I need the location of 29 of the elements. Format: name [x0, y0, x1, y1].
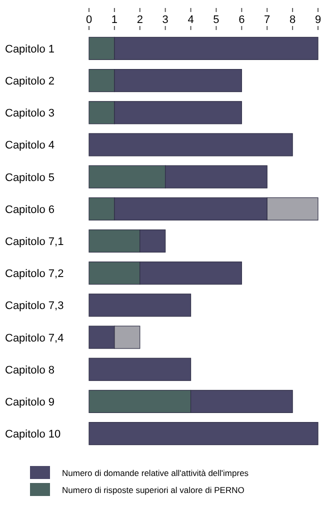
- y-tick-label: Capitolo 7,4: [5, 332, 64, 344]
- y-tick-label: Capitolo 7,2: [5, 268, 64, 280]
- y-tick-label: Capitolo 5: [5, 172, 55, 184]
- x-tick-label: 5: [213, 14, 220, 26]
- y-tick-label: Capitolo 3: [5, 108, 55, 120]
- y-tick-label: Capitolo 9: [5, 396, 55, 408]
- x-tick-label: 1: [111, 14, 118, 26]
- legend-label: Numero di domande relative all'attività dell'impres: [62, 468, 249, 478]
- y-tick-label: Capitolo 4: [5, 140, 55, 152]
- y-tick-label: Capitolo 7,1: [5, 236, 64, 248]
- y-tick-label: Capitolo 6: [5, 204, 55, 216]
- x-tick-label: 4: [188, 14, 194, 26]
- bar: [88, 422, 318, 446]
- x-tick-label: 9: [314, 14, 322, 26]
- bar: [88, 358, 192, 381]
- y-tick-label: Capitolo 10: [5, 428, 61, 441]
- legend-label: Numero di risposte superiori al valore di PERNO: [62, 485, 245, 495]
- y-tick-label: Capitolo 1: [5, 43, 55, 56]
- y-tick-label: Capitolo 8: [5, 364, 55, 376]
- x-tick-label: 6: [238, 14, 245, 26]
- x-tick-label: 3: [162, 14, 168, 26]
- x-tick-label: 0: [86, 14, 92, 26]
- bar: [88, 133, 293, 156]
- x-tick-label: 2: [136, 14, 143, 26]
- y-tick-label: Capitolo 2: [5, 76, 55, 88]
- x-tick-label: 7: [264, 14, 270, 26]
- bar: [88, 294, 192, 317]
- x-tick-label: 8: [289, 14, 296, 26]
- y-tick-label: Capitolo 7,3: [5, 300, 64, 312]
